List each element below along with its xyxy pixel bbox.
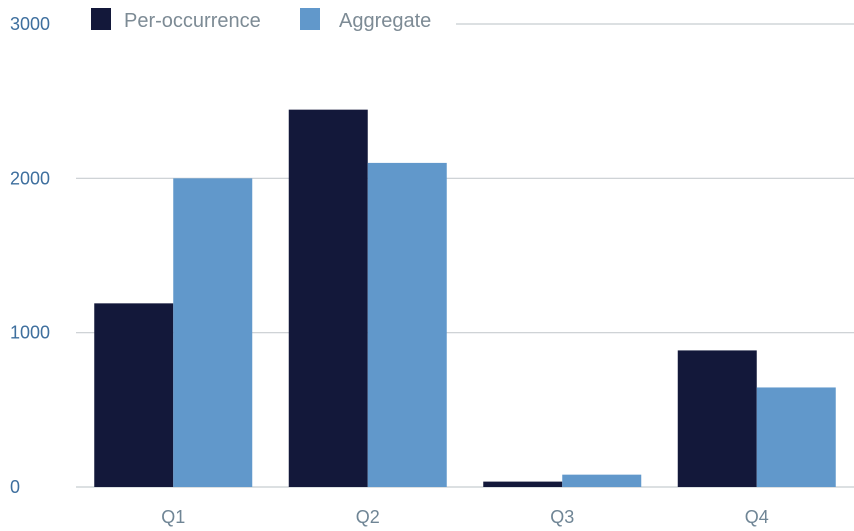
bar-q2-aggregate — [367, 162, 447, 487]
legend-swatch-aggregate — [300, 8, 320, 30]
y-tick-label: 3000 — [10, 14, 50, 34]
bar-q4-aggregate — [756, 387, 836, 487]
legend: Per-occurrence Aggregate — [91, 8, 431, 32]
bars — [94, 109, 836, 488]
x-category-label: Q3 — [550, 507, 574, 527]
y-tick-label: 2000 — [10, 168, 50, 188]
legend-label-aggregate: Aggregate — [339, 10, 431, 32]
bar-q4-per-occurrence — [677, 350, 757, 487]
x-axis-category-labels: Q1 Q2 Q3 Q4 — [161, 507, 769, 527]
bar-q3-per-occurrence — [483, 481, 563, 487]
bar-q1-aggregate — [173, 178, 253, 488]
bar-q3-aggregate — [562, 474, 642, 487]
y-tick-label: 0 — [10, 477, 20, 497]
y-tick-label: 1000 — [10, 323, 50, 343]
legend-swatch-per-occurrence — [91, 8, 111, 30]
x-category-label: Q1 — [161, 507, 185, 527]
bar-q1-per-occurrence — [94, 303, 174, 487]
legend-label-per-occurrence: Per-occurrence — [124, 10, 261, 32]
x-category-label: Q2 — [356, 507, 380, 527]
bar-q2-per-occurrence — [288, 109, 368, 487]
x-category-label: Q4 — [745, 507, 769, 527]
y-axis-tick-labels: 0 1000 2000 3000 — [10, 14, 50, 497]
